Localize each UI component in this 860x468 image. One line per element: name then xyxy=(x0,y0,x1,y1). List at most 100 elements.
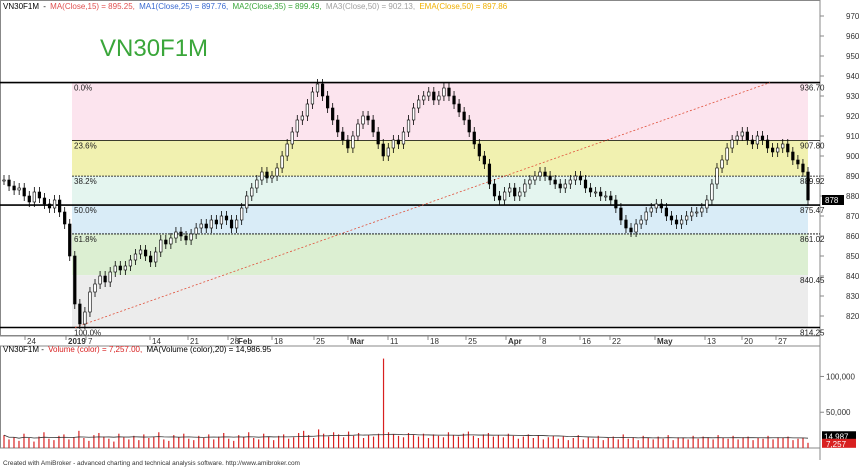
candle-body xyxy=(578,175,583,181)
candle-body xyxy=(725,147,729,161)
candle-body xyxy=(113,265,117,273)
candle-body xyxy=(523,183,527,193)
candle-body xyxy=(270,175,274,179)
legend-ma15: MA(Close,15) = 895.25, xyxy=(50,2,135,11)
volume-frame xyxy=(0,345,821,449)
candle-body xyxy=(240,207,244,221)
candle-body xyxy=(801,163,805,173)
candle-body xyxy=(22,187,26,197)
candle-body xyxy=(497,195,502,201)
header-symbol: VN30F1M xyxy=(3,2,39,11)
candle-body xyxy=(776,147,780,153)
candle-body xyxy=(411,107,416,121)
candle-body xyxy=(341,131,345,141)
candle-body xyxy=(452,95,456,105)
x-tick-label: 16 xyxy=(582,337,591,346)
x-tick-label: Feb xyxy=(238,337,252,346)
candle-body xyxy=(47,203,52,209)
x-tick-label: 22 xyxy=(612,337,621,346)
candle-body xyxy=(543,171,547,177)
candle-body xyxy=(796,159,800,165)
candle-body xyxy=(235,219,239,229)
candle-body xyxy=(250,187,254,197)
candle-body xyxy=(356,123,360,137)
x-tick-label: 20 xyxy=(744,337,753,346)
candle-body xyxy=(730,139,734,149)
candle-body xyxy=(149,255,153,263)
fib-band xyxy=(72,82,808,141)
volume-y-tick-label: 100,000 xyxy=(826,372,855,381)
candle-body xyxy=(447,87,451,97)
candle-body xyxy=(88,291,92,313)
candle-body xyxy=(781,143,785,149)
candle-body xyxy=(83,311,87,325)
candle-body xyxy=(179,231,183,237)
volume-y-tick-label: 50,000 xyxy=(826,408,851,417)
last-volume-tag xyxy=(822,438,856,448)
candle-body xyxy=(68,223,72,257)
x-tick-label: 27 xyxy=(778,337,787,346)
volume-symbol: VN30F1M - xyxy=(3,345,44,354)
candle-body xyxy=(260,171,264,181)
fib-pct-label: 38.2% xyxy=(74,177,97,186)
candle-body xyxy=(740,131,744,137)
candle-body xyxy=(275,167,279,177)
candle-body xyxy=(2,179,6,182)
candle-body xyxy=(381,143,385,157)
candle-body xyxy=(472,131,476,145)
candle-body xyxy=(326,95,330,109)
fib-value-label: 875.47 xyxy=(800,206,825,215)
y-tick-label: 950 xyxy=(846,52,860,61)
x-tick-label: 25 xyxy=(316,337,325,346)
fib-band xyxy=(72,176,808,206)
y-tick-label: 940 xyxy=(846,72,860,81)
candle-body xyxy=(760,135,765,141)
fib-value-label: 814.25 xyxy=(800,329,825,338)
fib-band xyxy=(72,233,808,276)
candle-body xyxy=(664,207,669,217)
y-tick-label: 970 xyxy=(846,12,860,21)
candle-body xyxy=(229,219,234,229)
x-tick-label: May xyxy=(657,337,673,346)
y-tick-label: 880 xyxy=(846,192,860,201)
x-tick-label: 18 xyxy=(430,337,439,346)
candle-body xyxy=(285,143,289,157)
candle-body xyxy=(209,219,213,229)
candle-body xyxy=(624,219,628,229)
candle-body xyxy=(159,239,163,253)
candle-body xyxy=(422,95,426,101)
candle-body xyxy=(336,119,340,133)
fib-pct-label: 61.8% xyxy=(74,235,97,244)
candle-body xyxy=(462,111,466,121)
trendline xyxy=(74,82,771,328)
x-tick-label: 28 xyxy=(230,337,239,346)
candle-body xyxy=(194,227,198,235)
candle-body xyxy=(133,253,138,261)
candle-body xyxy=(300,115,304,121)
fib-value-label: 936.70 xyxy=(800,84,825,93)
x-tick-label: 8 xyxy=(542,337,547,346)
candle-body xyxy=(290,131,294,145)
candle-body xyxy=(573,175,577,181)
volume-legend: VN30F1M - Volume (color) = 7,257.00, MA(… xyxy=(3,345,272,354)
candle-body xyxy=(690,211,694,217)
y-tick-label: 890 xyxy=(846,172,860,181)
candle-body xyxy=(750,139,754,145)
candle-body xyxy=(639,219,643,225)
legend-ma25: MA1(Close,25) = 897.76, xyxy=(139,2,228,11)
volume-ma-tag-label: 14,987 xyxy=(824,432,849,441)
candle-body xyxy=(123,265,127,271)
x-tick-label: 2019 xyxy=(68,337,86,346)
candle-body xyxy=(771,147,775,153)
candle-body xyxy=(78,303,82,325)
candle-body xyxy=(558,183,562,189)
candle-body xyxy=(644,211,648,221)
candle-body xyxy=(710,183,714,201)
candle-body xyxy=(214,219,218,225)
candle-body xyxy=(685,215,689,221)
candle-body xyxy=(755,135,760,145)
fib-value-label: 840.45 xyxy=(800,276,825,285)
candle-body xyxy=(786,143,790,153)
candle-body xyxy=(437,95,441,101)
